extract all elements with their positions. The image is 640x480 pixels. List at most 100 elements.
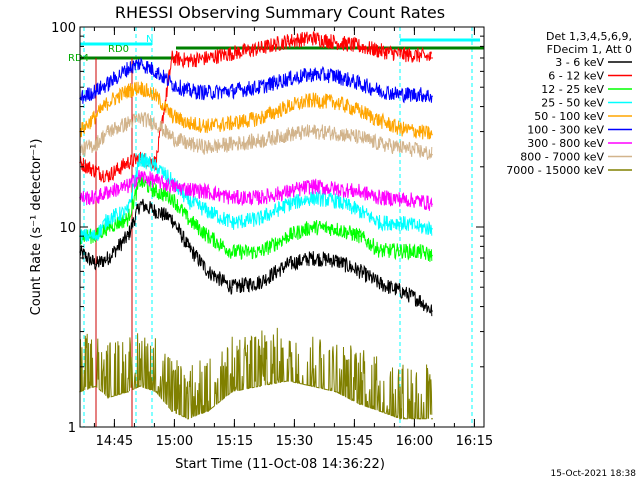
data-point	[399, 250, 401, 252]
data-point	[419, 54, 421, 57]
data-point	[311, 196, 313, 199]
data-point	[207, 235, 209, 237]
data-point	[207, 410, 209, 412]
data-point	[231, 221, 233, 224]
data-point	[419, 130, 421, 133]
data-point	[399, 146, 401, 149]
data-point	[259, 217, 261, 220]
data-point	[127, 161, 129, 164]
data-point	[287, 203, 289, 206]
legend-label: 800 - 7000 keV	[520, 151, 604, 164]
annotation-label: RD0	[108, 44, 129, 55]
data-point	[127, 185, 129, 187]
data-point	[95, 170, 97, 173]
data-point	[311, 99, 313, 102]
x-tick-label: 15:00	[156, 434, 193, 449]
data-point	[379, 221, 381, 224]
x-axis-label: Start Time (11-Oct-08 14:36:22)	[175, 457, 385, 472]
data-point	[287, 133, 289, 136]
data-point	[311, 73, 313, 76]
data-point	[359, 210, 361, 212]
legend: Det 1,3,4,5,6,9,FDecim 1, Att 03 - 6 keV…	[506, 30, 632, 177]
data-point	[335, 227, 337, 230]
series-12-25-kev	[79, 175, 433, 262]
data-point	[379, 196, 381, 199]
data-point	[171, 114, 173, 117]
data-point	[187, 217, 189, 220]
data-point	[379, 119, 381, 122]
data-point	[311, 130, 313, 133]
data-point	[311, 257, 313, 259]
data-point	[311, 185, 313, 187]
data-point	[359, 403, 361, 406]
data-point	[187, 143, 189, 145]
data-point	[259, 281, 261, 283]
series-300-800-kev	[79, 170, 433, 211]
data-point	[231, 390, 233, 393]
data-point	[431, 227, 433, 230]
data-point	[231, 122, 233, 125]
data-point	[187, 417, 189, 420]
data-point	[419, 417, 421, 420]
data-point	[259, 196, 261, 199]
data-point	[207, 190, 209, 193]
legend-header: Det 1,3,4,5,6,9,	[546, 30, 632, 43]
data-point	[171, 57, 173, 59]
series-3-6-kev	[79, 198, 433, 317]
data-point	[155, 210, 157, 212]
data-point	[95, 89, 97, 92]
data-point	[431, 254, 433, 257]
series-line	[79, 111, 433, 160]
data-point	[231, 52, 233, 54]
data-point	[231, 89, 233, 92]
data-point	[311, 226, 313, 228]
data-point	[155, 165, 157, 168]
data-point	[107, 82, 109, 85]
data-point	[419, 251, 421, 253]
series-line	[79, 198, 433, 317]
data-point	[287, 263, 289, 266]
data-point	[419, 200, 421, 202]
series-line	[79, 175, 433, 262]
legend-header: FDecim 1, Att 0	[547, 43, 632, 56]
legend-label: 300 - 800 keV	[527, 137, 604, 150]
data-point	[207, 210, 209, 212]
data-point	[95, 263, 97, 266]
data-point	[431, 310, 433, 312]
data-point	[187, 122, 189, 125]
data-point	[287, 40, 289, 42]
data-point	[335, 188, 337, 190]
data-point	[107, 396, 109, 399]
data-point	[335, 200, 337, 202]
x-tick-label: 14:45	[96, 434, 133, 449]
data-point	[335, 41, 337, 43]
data-point	[107, 175, 109, 177]
data-point	[95, 196, 97, 199]
data-point	[335, 259, 337, 262]
data-point	[95, 114, 97, 117]
data-point	[187, 89, 189, 92]
data-point	[95, 385, 97, 387]
series-line	[79, 170, 433, 211]
data-point	[207, 270, 209, 273]
data-point	[187, 200, 189, 202]
data-point	[287, 105, 289, 108]
series-line	[79, 57, 433, 104]
y-tick-label: 100	[51, 21, 76, 36]
data-point	[359, 270, 361, 273]
data-point	[399, 221, 401, 224]
data-point	[155, 95, 157, 98]
data-point	[359, 82, 361, 85]
data-point	[155, 190, 157, 193]
data-point	[127, 390, 129, 393]
data-point	[359, 136, 361, 139]
data-point	[207, 125, 209, 127]
y-axis-label: Count Rate (s⁻¹ detector⁻¹)	[29, 139, 44, 316]
data-point	[379, 143, 381, 145]
data-point	[399, 53, 401, 56]
data-point	[379, 89, 381, 92]
data-point	[107, 190, 109, 193]
chart-title: RHESSI Observing Summary Count Rates	[115, 3, 445, 22]
data-point	[95, 143, 97, 145]
data-point	[431, 153, 433, 156]
